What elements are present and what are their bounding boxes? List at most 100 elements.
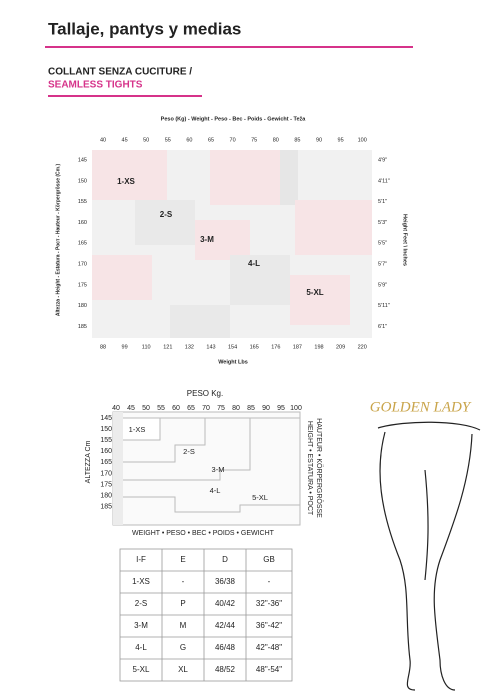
- page-title: Tallaje, pantys y medias: [48, 19, 241, 38]
- chart1-size: 4-L: [248, 259, 260, 268]
- lbs-tick: 143: [206, 344, 215, 350]
- table-cell: 42/44: [215, 621, 236, 630]
- cm-tick: 185: [100, 504, 112, 511]
- cm-tick: 145: [100, 415, 112, 422]
- kg-tick: 70: [230, 137, 236, 143]
- table-cell: 3-M: [134, 621, 148, 630]
- chart2-y-label-right: HAUTEUR • KÖRPERGRÖSSE: [315, 418, 323, 518]
- lbs-tick: 154: [228, 344, 237, 350]
- lbs-tick: 187: [293, 344, 302, 350]
- kg-tick: 85: [294, 137, 300, 143]
- kg-tick: 60: [186, 137, 192, 143]
- ft-tick: 4'11": [378, 178, 390, 184]
- table-cell: XL: [178, 665, 188, 674]
- cm-tick: 155: [100, 437, 112, 444]
- lbs-tick: 88: [100, 344, 106, 350]
- lbs-tick: 198: [314, 344, 323, 350]
- kg-tick: 40: [112, 405, 120, 412]
- cm-tick: 155: [78, 199, 87, 205]
- lbs-tick: 132: [185, 344, 194, 350]
- chart2-regions: [112, 411, 301, 526]
- cm-tick: 180: [100, 493, 112, 500]
- table-cell: -: [182, 577, 185, 586]
- section-title: COLLANT SENZA CUCITURE /: [48, 67, 192, 78]
- kg-tick: 50: [143, 137, 149, 143]
- cm-tick: 150: [78, 178, 87, 184]
- lbs-tick: 99: [122, 344, 128, 350]
- ft-tick: 5'3": [378, 220, 387, 226]
- chart2-size: 4-L: [210, 486, 221, 495]
- kg-tick: 65: [208, 137, 214, 143]
- section-rule: [48, 95, 202, 97]
- table-cell: 4-L: [135, 643, 147, 652]
- kg-tick: 45: [122, 137, 128, 143]
- ft-tick: 5'7": [378, 261, 387, 267]
- chart2-size: 1-XS: [129, 425, 146, 434]
- chart1-size: 5-XL: [306, 288, 323, 297]
- cm-tick: 165: [100, 459, 112, 466]
- cm-tick: 165: [78, 241, 87, 247]
- table-cell: 36/38: [215, 577, 236, 586]
- kg-tick: 90: [262, 405, 270, 412]
- table-cell: 1-XS: [132, 577, 150, 586]
- ft-tick: 5'1": [378, 199, 387, 205]
- chart1-size: 1-XS: [117, 177, 135, 186]
- lbs-tick: 121: [163, 344, 172, 350]
- section-subtitle: SEAMLESS TIGHTS: [48, 80, 143, 91]
- cm-tick: 175: [78, 282, 87, 288]
- kg-tick: 40: [100, 137, 106, 143]
- kg-tick: 60: [172, 405, 180, 412]
- table-header: E: [180, 555, 185, 564]
- cm-tick: 160: [100, 448, 112, 455]
- kg-tick: 55: [157, 405, 165, 412]
- kg-tick: 55: [165, 137, 171, 143]
- table-header: I-F: [136, 555, 146, 564]
- kg-tick: 45: [127, 405, 135, 412]
- kg-tick: 50: [142, 405, 150, 412]
- cm-tick: 150: [100, 426, 112, 433]
- chart2-size: 5-XL: [252, 493, 268, 502]
- cm-tick: 185: [78, 324, 87, 330]
- kg-tick: 75: [217, 405, 225, 412]
- chart1-y-label-left: Altezza - Height - Estatura - Рост - Hau…: [55, 164, 61, 317]
- table-cell: 2-S: [135, 599, 147, 608]
- ft-tick: 5'5": [378, 241, 387, 247]
- cm-tick: 145: [78, 157, 87, 163]
- brand: GOLDEN LADY: [370, 399, 472, 415]
- table-cell: P: [180, 599, 185, 608]
- kg-tick: 90: [316, 137, 322, 143]
- chart1-size: 3-M: [200, 235, 214, 244]
- chart2-size: 2-S: [183, 447, 195, 456]
- table-cell: 46/48: [215, 643, 236, 652]
- chart2-title: PESO Kg.: [187, 389, 223, 398]
- ft-tick: 4'9": [378, 157, 387, 163]
- kg-tick: 75: [251, 137, 257, 143]
- cm-tick: 175: [100, 481, 112, 488]
- lbs-tick: 220: [358, 344, 367, 350]
- kg-tick: 95: [277, 405, 285, 412]
- table-header: D: [222, 555, 228, 564]
- kg-tick: 100: [358, 137, 367, 143]
- kg-tick: 65: [187, 405, 195, 412]
- table-cell: 42"-48": [256, 643, 282, 652]
- kg-tick: 100: [290, 405, 302, 412]
- table-cell: 5-XL: [133, 665, 150, 674]
- chart1-regions: [92, 150, 372, 338]
- lbs-tick: 165: [250, 344, 259, 350]
- table-cell: 36"-42": [256, 621, 282, 630]
- table-cell: 40/42: [215, 599, 236, 608]
- kg-tick: 80: [273, 137, 279, 143]
- kg-tick: 85: [247, 405, 255, 412]
- chart2-y-label-right: HEIGHT • ESTATURA • POCT: [306, 421, 313, 516]
- chart1-size: 2-S: [160, 210, 173, 219]
- chart1-title: Peso (Kg) - Weight - Peso - Bec - Poids …: [161, 116, 307, 122]
- legs-illustration: [377, 421, 481, 691]
- cm-tick: 180: [78, 303, 87, 309]
- table-cell: 48/52: [215, 665, 236, 674]
- cm-tick: 170: [78, 261, 87, 267]
- chart1-y-label-right: Height Feet \ Inches: [402, 214, 408, 266]
- lbs-tick: 110: [142, 344, 151, 350]
- table-cell: 32"-36": [256, 599, 282, 608]
- chart1-x-label: Weight Lbs: [218, 359, 248, 365]
